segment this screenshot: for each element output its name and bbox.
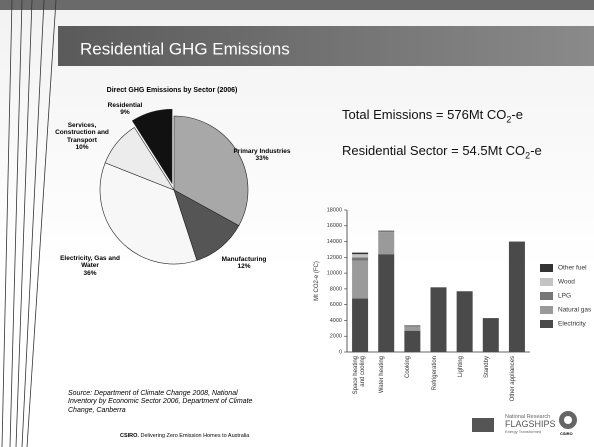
y-tick-label: 0 bbox=[339, 349, 342, 355]
category: Manufacturing bbox=[221, 256, 267, 263]
legend-swatch bbox=[540, 278, 553, 286]
pie-slice bbox=[173, 115, 249, 227]
percent: 12% bbox=[237, 263, 251, 271]
bar-segment bbox=[482, 318, 499, 352]
legend-swatch bbox=[540, 264, 553, 272]
legend-label: Electricity bbox=[558, 321, 587, 328]
bar-segment bbox=[378, 232, 395, 255]
category: Primary Industries bbox=[233, 148, 291, 155]
pie-label: Services, Construction and Transport 10% bbox=[49, 122, 115, 152]
y-tick-label: 10000 bbox=[327, 271, 342, 277]
x-tick-label: Cooking bbox=[405, 356, 412, 379]
footer: CSIRO. Delivering Zero Emission Homes to… bbox=[120, 433, 250, 439]
y-axis-label: Mt CO2-e (FC) bbox=[314, 261, 320, 301]
bar-segment bbox=[508, 241, 525, 352]
percent: 10% bbox=[75, 144, 89, 152]
y-tick-label: 16000 bbox=[327, 223, 342, 229]
x-tick-label: Lighting bbox=[457, 356, 464, 378]
y-tick-label: 12000 bbox=[327, 255, 342, 261]
legend-label: Natural gas bbox=[558, 307, 592, 314]
y-tick-label: 8000 bbox=[330, 286, 342, 292]
x-tick-label: Other appliances bbox=[509, 356, 516, 402]
pie-label: Primary Industries 33% bbox=[227, 148, 297, 163]
x-tick-label: Water heating bbox=[379, 356, 386, 394]
pie-label: Manufacturing 12% bbox=[214, 256, 274, 271]
y-tick-label: 14000 bbox=[327, 239, 342, 245]
slide-title: Residential GHG Emissions bbox=[80, 39, 290, 58]
bar-segment bbox=[404, 330, 421, 352]
total-emissions: Total Emissions = 576Mt CO2-e bbox=[342, 107, 523, 125]
x-tick-label: Refrigeration bbox=[431, 356, 438, 391]
title-bar bbox=[58, 26, 594, 66]
pie-slice bbox=[131, 108, 173, 185]
percent: 9% bbox=[120, 109, 130, 117]
bar-segment bbox=[352, 252, 369, 255]
category: Residential bbox=[107, 102, 143, 109]
legend-swatch bbox=[540, 292, 553, 300]
bar-segment bbox=[352, 298, 369, 352]
y-tick-label: 18000 bbox=[327, 207, 342, 213]
bar-segment bbox=[456, 291, 473, 352]
legend-label: Wood bbox=[558, 279, 575, 286]
flagships-logo: National Research FLAGSHIPS Energy Transfo… bbox=[505, 414, 556, 434]
decor-lines bbox=[1, 0, 57, 447]
category: Electricity, Gas and Water bbox=[60, 255, 120, 270]
y-tick-label: 6000 bbox=[330, 302, 342, 308]
bar-segment bbox=[378, 254, 395, 352]
pie-slice bbox=[99, 162, 198, 265]
residential-emissions: Residential Sector = 54.5Mt CO2-e bbox=[342, 143, 542, 161]
y-tick-label: 4000 bbox=[330, 318, 342, 324]
top-strip bbox=[0, 0, 594, 10]
percent: 36% bbox=[83, 269, 97, 277]
x-tick-label: Space heating and cooling bbox=[353, 356, 366, 395]
bar-segment bbox=[430, 287, 447, 352]
category: Services, Construction and Transport bbox=[55, 122, 109, 144]
bar-segment bbox=[404, 326, 421, 331]
pie-label: Electricity, Gas and Water 36% bbox=[60, 255, 120, 277]
bar-segment bbox=[352, 254, 369, 258]
pie-label: Residential 9% bbox=[105, 102, 145, 117]
csiro-text: CSIRO bbox=[560, 431, 573, 436]
bar-segment bbox=[352, 260, 369, 299]
bar-segment bbox=[378, 230, 395, 233]
bar-segment bbox=[404, 325, 421, 327]
x-tick-label: Standby bbox=[483, 356, 490, 379]
legend-swatch bbox=[540, 306, 553, 314]
csiro-logo-inner bbox=[564, 416, 572, 424]
pie-slice bbox=[104, 127, 175, 191]
legend-label: LPG bbox=[558, 293, 571, 300]
legend-label: Other fuel bbox=[558, 265, 587, 272]
percent: 33% bbox=[255, 155, 269, 163]
source: Source: Department of Climate Change 200… bbox=[68, 390, 253, 414]
y-tick-label: 2000 bbox=[330, 334, 342, 340]
legend-swatch bbox=[540, 320, 553, 328]
bar-segment bbox=[352, 257, 369, 261]
pie-title: Direct GHG Emissions by Sector (2006) bbox=[107, 87, 238, 94]
logo-box bbox=[472, 418, 494, 432]
